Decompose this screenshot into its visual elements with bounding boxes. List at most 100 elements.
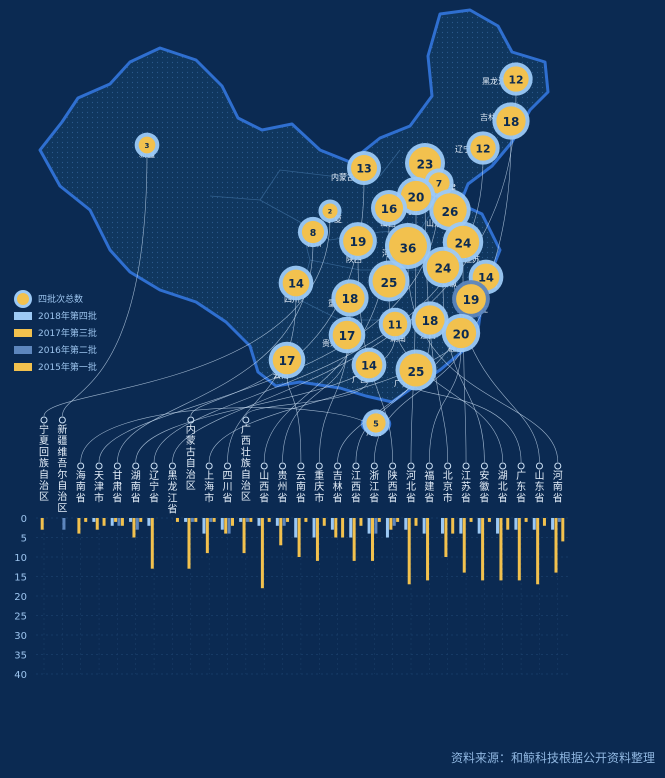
bar-b1-11	[249, 518, 253, 522]
category-label-5: 湖南省	[131, 470, 141, 504]
bar-b2-9	[209, 518, 213, 522]
bubble-value-吉林: 18	[503, 115, 520, 129]
connector-4	[117, 243, 314, 463]
bubble-value-湖北: 25	[381, 276, 398, 290]
category-marker-26	[517, 462, 525, 470]
bar-b4-13	[275, 518, 279, 526]
bar-b4-20	[404, 518, 408, 530]
map-label-黑龙江: 黑龙江	[482, 76, 506, 86]
category-marker-14	[297, 462, 305, 470]
bar-b4-15	[312, 518, 316, 538]
bar-b4-27	[532, 518, 536, 530]
category-label-25: 湖北省	[498, 470, 508, 504]
bubble-重庆	[335, 283, 365, 313]
category-marker-3	[95, 462, 103, 470]
category-marker-15	[315, 462, 323, 470]
bar-b4-24	[477, 518, 481, 534]
category-label-22: 北京市	[443, 470, 453, 504]
legend-b2-label: 2016年第二批	[38, 346, 97, 356]
bubble-value-四川: 14	[288, 277, 304, 291]
source-note: 资料来源：和鲸科技根据公开资料整理	[450, 751, 655, 765]
bubble-安徽	[426, 250, 460, 284]
bubble-河南	[389, 227, 427, 265]
connector-13	[282, 349, 348, 463]
bar-b3-4	[114, 518, 118, 522]
bar-b4-3	[92, 518, 96, 522]
category-marker-1	[58, 416, 66, 424]
bubble-湖北	[372, 264, 406, 298]
legend-b3: 2017年第三批	[14, 324, 97, 341]
bar-b3-5	[132, 518, 136, 538]
bar-b3-27	[536, 518, 540, 585]
bar-b1-2	[84, 518, 88, 522]
bubble-value-广西: 14	[361, 359, 377, 373]
category-label-8: 内蒙古自治区	[186, 423, 196, 492]
category-marker-18	[370, 462, 378, 470]
bar-b1-3	[102, 518, 106, 526]
bar-b2-18	[374, 518, 378, 534]
bubble-value-内蒙古: 13	[356, 163, 371, 176]
category-label-16: 吉林省	[333, 470, 343, 504]
bar-b2-8	[190, 518, 194, 522]
bubble-value-贵州: 17	[339, 329, 356, 343]
bar-b3-20	[407, 518, 411, 585]
category-label-26: 广东省	[516, 470, 526, 504]
bar-b1-5	[139, 518, 143, 522]
y-tick-label: 15	[14, 573, 27, 584]
bar-b3-16	[334, 518, 338, 538]
legend-total-label: 四批次总数	[38, 295, 84, 305]
category-label-24: 安徽省	[479, 469, 489, 504]
category-marker-2	[77, 462, 85, 470]
y-tick-label: 20	[14, 592, 27, 603]
bar-b4-22	[441, 518, 444, 534]
bubble-山东	[433, 193, 467, 227]
bar-b1-27	[542, 518, 546, 526]
bar-b3-24	[481, 518, 485, 581]
category-marker-22	[444, 462, 452, 470]
bar-b1-4	[120, 518, 124, 526]
connector-21	[429, 348, 462, 463]
category-label-11: 广西壮族自治区	[241, 424, 251, 503]
bubble-value-北京: 23	[417, 158, 434, 172]
bubble-内蒙古	[350, 154, 378, 182]
bubble-value-海南: 5	[373, 418, 379, 428]
bar-b1-26	[524, 518, 528, 522]
bar-b3-0	[40, 518, 44, 530]
bar-b3-6	[150, 518, 154, 569]
bar-b2-13	[282, 518, 286, 526]
legend-b3-label: 2017年第三批	[38, 329, 97, 339]
category-marker-7	[168, 462, 176, 470]
bar-b3-19	[389, 518, 393, 530]
category-marker-0	[40, 416, 48, 424]
map-label-内蒙古: 内蒙古	[331, 172, 355, 182]
bar-b3-21	[426, 518, 430, 581]
bubble-value-宁夏: 2	[328, 208, 332, 216]
bar-b1-16	[341, 518, 345, 538]
bar-b4-10	[220, 518, 224, 530]
bar-b4-28	[551, 518, 555, 530]
bar-b1-7	[175, 518, 179, 522]
bubble-value-江苏: 24	[455, 237, 472, 251]
bar-b2-19	[392, 518, 396, 526]
y-tick-label: 5	[21, 534, 27, 545]
category-label-0: 宁夏回族自治区	[39, 423, 49, 503]
bar-b3-2	[77, 518, 81, 534]
legend-b3-swatch	[14, 328, 32, 337]
bubble-陕西	[343, 226, 373, 256]
bar-b1-24	[487, 518, 491, 522]
category-marker-20	[407, 462, 415, 470]
bubble-广西	[355, 351, 383, 379]
bubble-浙江	[456, 284, 486, 314]
map-label-吉林: 吉林	[480, 112, 496, 122]
bar-b4-6	[147, 518, 151, 526]
bar-b4-21	[422, 518, 426, 534]
legend-total: 四批次总数	[14, 290, 97, 307]
category-label-15: 重庆市	[314, 469, 324, 504]
bar-b1-25	[506, 518, 510, 530]
y-tick-label: 35	[14, 651, 27, 662]
bar-b3-15	[315, 518, 319, 561]
bar-b3-17	[352, 518, 356, 561]
category-label-23: 江苏省	[461, 470, 471, 504]
category-marker-17	[352, 462, 360, 470]
